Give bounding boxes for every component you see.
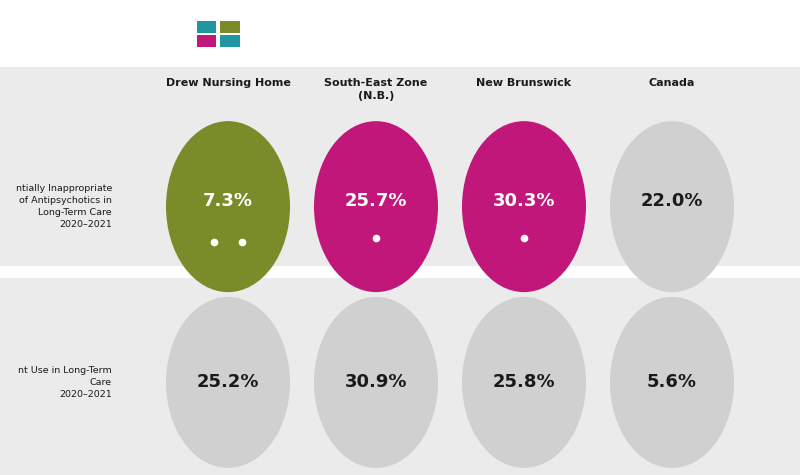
Text: 25.2%: 25.2% — [197, 373, 259, 391]
Text: 7.3%: 7.3% — [203, 192, 253, 210]
FancyBboxPatch shape — [220, 35, 240, 47]
Ellipse shape — [166, 297, 290, 468]
FancyBboxPatch shape — [0, 66, 800, 266]
Text: South-East Zone
(N.B.): South-East Zone (N.B.) — [324, 78, 428, 101]
Ellipse shape — [610, 297, 734, 468]
Text: 30.3%: 30.3% — [493, 192, 555, 210]
FancyBboxPatch shape — [0, 278, 800, 475]
Ellipse shape — [314, 297, 438, 468]
Ellipse shape — [610, 121, 734, 292]
Text: Drew Nursing Home: Drew Nursing Home — [166, 78, 290, 88]
FancyBboxPatch shape — [220, 21, 240, 33]
Text: 30.9%: 30.9% — [345, 373, 407, 391]
Text: 25.7%: 25.7% — [345, 192, 407, 210]
Text: 25.8%: 25.8% — [493, 373, 555, 391]
Ellipse shape — [166, 121, 290, 292]
FancyBboxPatch shape — [0, 0, 800, 66]
Text: 5.6%: 5.6% — [647, 373, 697, 391]
FancyBboxPatch shape — [0, 266, 800, 278]
Text: ntially Inappropriate
of Antipsychotics in
Long-Term Care
2020–2021: ntially Inappropriate of Antipsychotics … — [16, 184, 112, 229]
Text: New Brunswick: New Brunswick — [477, 78, 571, 88]
Text: Canada: Canada — [649, 78, 695, 88]
Text: 22.0%: 22.0% — [641, 192, 703, 210]
Ellipse shape — [314, 121, 438, 292]
FancyBboxPatch shape — [197, 35, 216, 47]
Ellipse shape — [462, 297, 586, 468]
Ellipse shape — [462, 121, 586, 292]
FancyBboxPatch shape — [197, 21, 216, 33]
Text: nt Use in Long-Term
Care
2020–2021: nt Use in Long-Term Care 2020–2021 — [18, 366, 112, 399]
